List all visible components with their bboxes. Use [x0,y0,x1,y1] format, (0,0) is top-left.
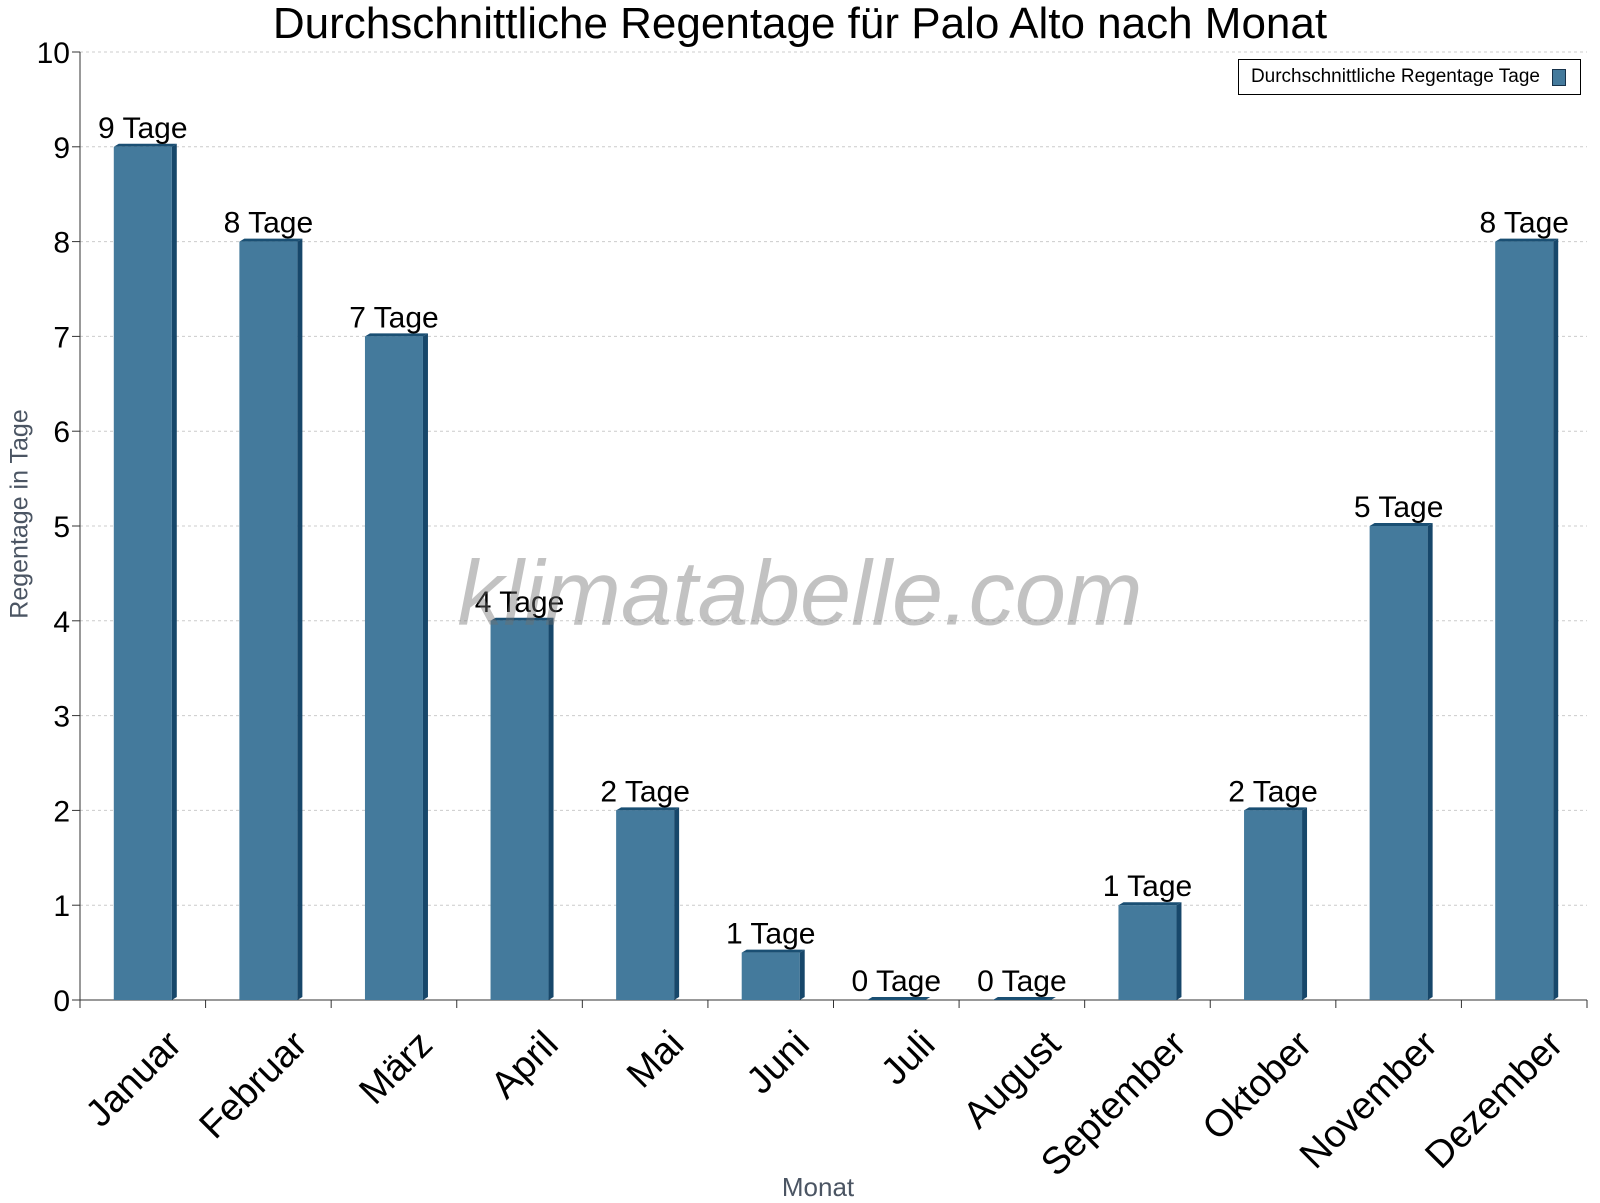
bar-side [171,143,177,1001]
data-label: 9 Tage [98,112,188,145]
data-label: 0 Tage [852,965,942,998]
y-tick-label: 6 [53,416,70,449]
data-label: 1 Tage [1103,870,1193,903]
bar-top [992,997,1056,1000]
x-tick-label: Februar [192,1023,316,1147]
bar [1369,526,1428,1000]
bar-side [1427,523,1433,1000]
data-label: 2 Tage [1228,775,1318,808]
bar-top [113,143,177,147]
y-tick-label: 1 [53,890,70,923]
y-tick-label: 7 [53,321,70,354]
data-label: 4 Tage [475,586,565,619]
x-tick-label: August [956,1023,1070,1137]
bar [239,241,298,1001]
bar-top [741,949,805,953]
y-axis-title: Regentage in Tage [5,409,34,619]
bar-side [422,333,428,1000]
x-tick-label: Oktober [1195,1023,1321,1149]
bar-top [364,333,428,337]
bar [364,336,423,1000]
bar-top [1244,807,1308,811]
bar-top [239,238,303,242]
bar-side [674,807,680,1000]
bar-side [1553,238,1559,1001]
data-label: 7 Tage [349,301,439,334]
y-tick-label: 9 [53,132,70,165]
bar [1118,905,1177,1000]
x-tick-label: Mai [619,1023,692,1096]
y-tick-label: 10 [37,37,70,70]
legend: Durchschnittliche Regentage Tage [1237,59,1581,95]
data-label: 1 Tage [726,918,816,951]
chart-title: Durchschnittliche Regentage für Palo Alt… [272,0,1328,48]
data-label: 2 Tage [600,775,690,808]
data-label: 8 Tage [224,207,314,240]
bar-side [1302,807,1308,1000]
bar-top [1495,238,1559,242]
bar-top [867,997,931,1000]
y-tick-label: 8 [53,227,70,260]
data-label: 8 Tage [1479,207,1569,240]
x-tick-label: April [483,1023,566,1106]
x-tick-label: Dezember [1418,1023,1572,1177]
data-label: 5 Tage [1354,491,1444,524]
legend-swatch [1552,68,1566,86]
y-tick-label: 4 [53,606,70,639]
bar [1244,810,1303,1000]
x-tick-label: März [352,1023,441,1112]
bar [616,810,675,1000]
bar-side [548,617,554,1000]
y-tick-label: 2 [53,795,70,828]
y-tick-label: 5 [53,511,70,544]
bar-side [799,949,805,1000]
bar-top [616,807,680,811]
bar [741,952,800,1000]
bar-side [1176,902,1182,1000]
bar-side [297,238,303,1001]
x-tick-label: Januar [78,1023,190,1135]
x-axis-title: Monat [781,1172,855,1202]
legend-label: Durchschnittliche Regentage Tage [1250,66,1540,87]
y-tick-label: 3 [53,701,70,734]
x-tick-label: Juli [873,1023,943,1093]
data-label: 0 Tage [977,965,1067,998]
bar-top [1369,523,1433,526]
bar-top [490,617,554,621]
bar [490,620,549,1000]
bar-top [1118,902,1182,906]
bar [113,146,172,1001]
x-tick-label: Juni [739,1023,818,1102]
y-tick-label: 0 [53,985,70,1018]
bar [1495,241,1554,1001]
